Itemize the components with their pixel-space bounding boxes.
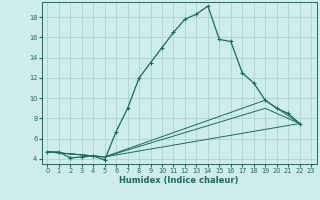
X-axis label: Humidex (Indice chaleur): Humidex (Indice chaleur): [119, 176, 239, 185]
